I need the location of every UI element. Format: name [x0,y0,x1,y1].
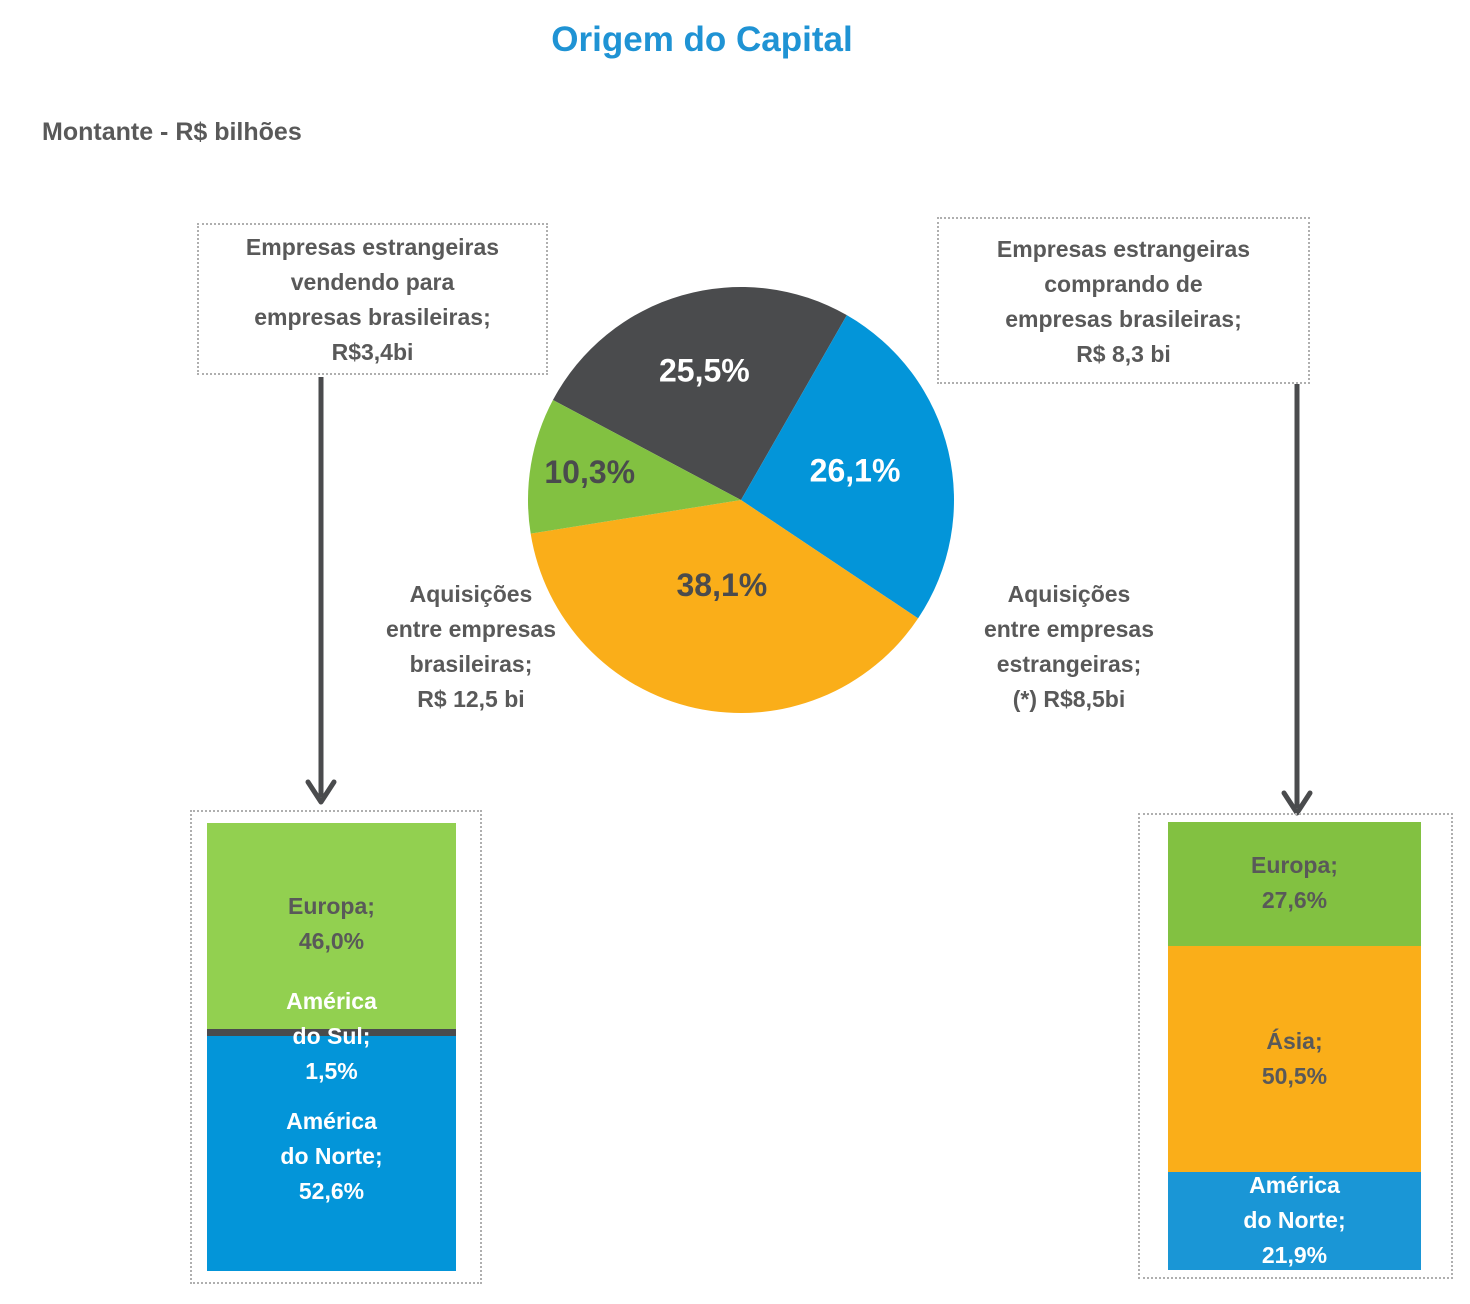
bar-left-segment-label-2-line-1: do Norte; [280,1143,383,1170]
left-label-line3: brasileiras; [409,651,533,677]
pie-slice-label-1: 26,1% [810,453,901,489]
bar-left-segment-label-1: América do Sul; 1,5% [207,984,456,1089]
bar-right-segment-label-2-line-0: América [1249,1172,1340,1199]
bar-left-segment-label-2-line-2: 52,6% [298,1178,365,1205]
left-stacked-bar-box [190,810,482,1284]
right-source-box [937,217,1310,384]
pie-slice-label-0: 25,5% [659,353,750,389]
pie-slice-3 [528,400,741,534]
pie-slice-1 [741,315,954,619]
pie-slice-label-2: 38,1% [677,567,768,603]
bar-right-segment-label-0: Europa; 27,6% [1168,848,1421,918]
bar-left-segment-label-1-line-2: 1,5% [305,1058,358,1085]
right-source-box-text: Empresas estrangeiras comprando de empre… [937,232,1310,372]
bar-left-segment-label-0-line-1: 46,0% [298,927,365,954]
bar-left-segment-0 [207,823,456,1029]
left-label-line2: entre empresas [385,616,557,642]
left-box-line2: vendendo para [290,269,455,295]
bar-left-segment-label-2-line-0: América [286,1108,377,1135]
left-box-line3: empresas brasileiras; [254,304,491,330]
bar-right-segment-label-0-line-0: Europa; [1251,852,1338,879]
bar-right-segment-label-1: Ásia; 50,5% [1168,1024,1421,1094]
bar-left-segment-label-1-line-1: do Sul; [292,1023,371,1050]
right-box-line2: comprando de [1044,271,1203,297]
pie-slice-0 [552,287,847,500]
bar-left-segment-2 [207,1035,456,1271]
right-box-line4: R$ 8,3 bi [1076,341,1171,367]
left-source-box [197,223,548,375]
bar-right-segment-label-0-line-1: 27,6% [1261,887,1328,914]
right-box-line3: empresas brasileiras; [1005,306,1242,332]
brazilian-acquisitions-label: Aquisições entre empresas brasileiras; R… [340,577,602,717]
foreign-acquisitions-label: Aquisições entre empresas estrangeiras; … [938,577,1200,717]
bar-left-segment-1 [207,1028,456,1036]
right-stacked-bar-box [1138,813,1453,1279]
left-box-line1: Empresas estrangeiras [245,234,500,260]
bar-right-segment-label-1-line-0: Ásia; [1266,1028,1323,1055]
right-label-line3: estrangeiras; [996,651,1142,677]
bar-right-segment-2 [1168,1171,1421,1270]
left-stacked-bar: Europa; 46,0% América do Sul; 1,5% América do … [207,823,456,1271]
pie-slice-2 [530,500,919,713]
right-label-line1: Aquisições [1007,581,1131,607]
left-source-box-text: Empresas estrangeiras vendendo para empr… [197,230,548,370]
right-stacked-bar: Europa; 27,6% Ásia; 50,5% América do Norte; 21… [1168,822,1421,1270]
right-label-line2: entre empresas [983,616,1155,642]
bar-right-segment-label-2: América do Norte; 21,9% [1168,1168,1421,1273]
bar-right-segment-0 [1168,822,1421,946]
bar-left-segment-label-0: Europa; 46,0% [207,889,456,959]
left-box-line4: R$3,4bi [331,339,414,365]
left-label-line4: R$ 12,5 bi [417,686,525,712]
left-arrow [305,377,337,805]
bar-right-segment-label-2-line-2: 21,9% [1261,1242,1328,1269]
pie-chart: 25,5% 26,1% 38,1% 10,3% [528,287,954,713]
chart-subtitle: Montante - R$ bilhões [42,118,302,146]
bar-left-segment-label-1-line-0: América [286,988,377,1015]
bar-left-segment-label-2: América do Norte; 52,6% [207,1104,456,1209]
chart-title: Origem do Capital [551,20,853,59]
right-label-line4: (*) R$8,5bi [1012,686,1126,712]
bar-right-segment-label-1-line-1: 50,5% [1261,1063,1328,1090]
bar-right-segment-label-2-line-1: do Norte; [1243,1207,1346,1234]
left-label-line1: Aquisições [409,581,533,607]
right-arrow [1281,384,1313,816]
pie-slice-label-3: 10,3% [544,454,635,490]
bar-left-segment-label-0-line-0: Europa; [288,892,375,919]
right-box-line1: Empresas estrangeiras [996,236,1251,262]
bar-right-segment-1 [1168,945,1421,1172]
